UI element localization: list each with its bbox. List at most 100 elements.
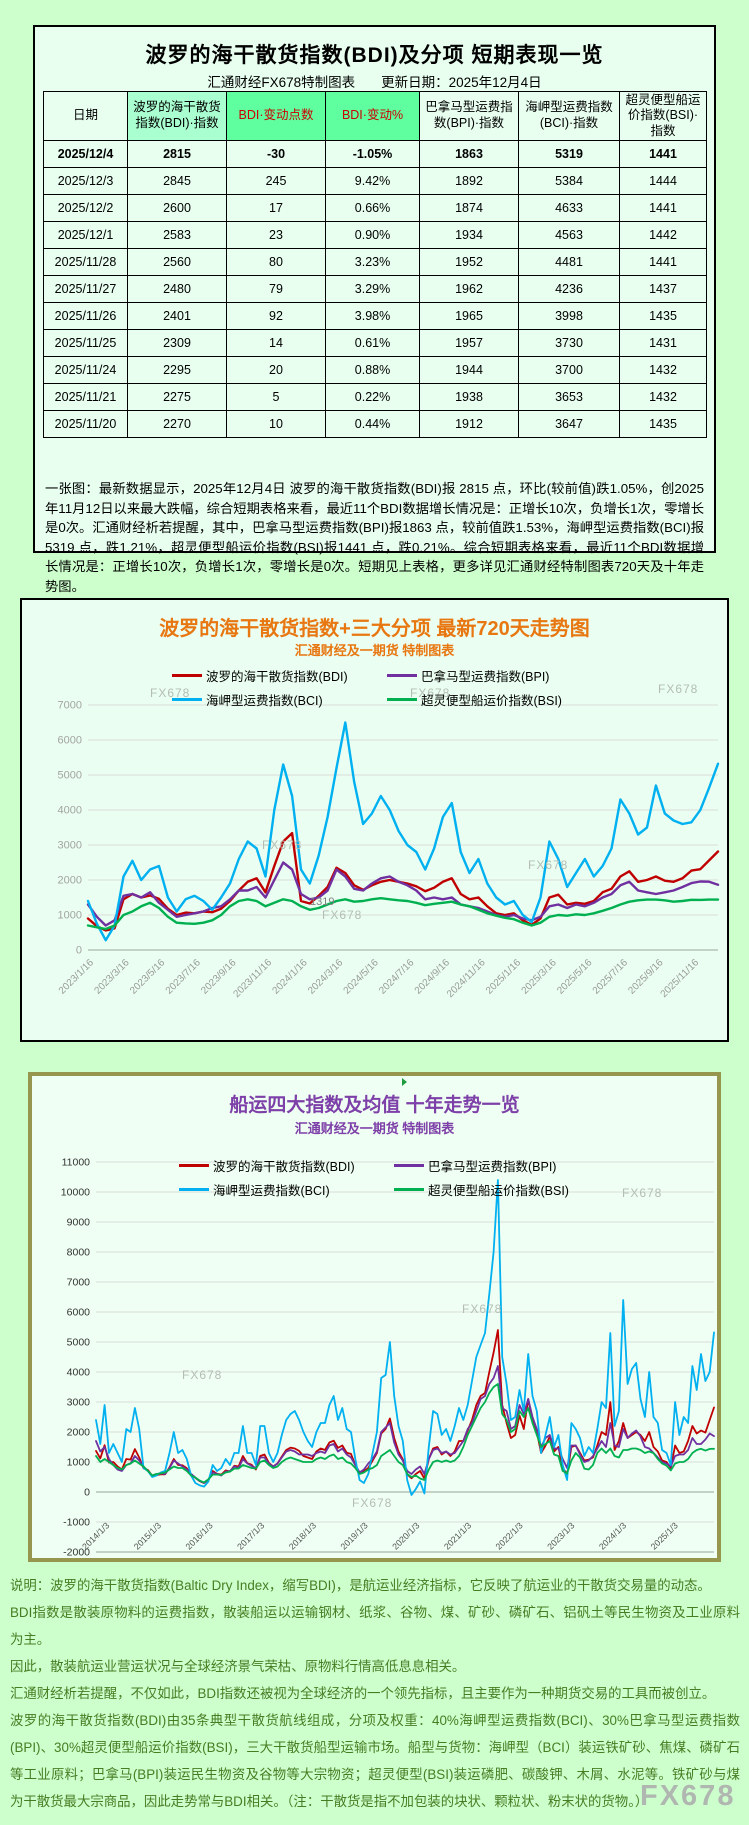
table-cell: 3647 [518, 410, 620, 438]
svg-text:4000: 4000 [58, 805, 82, 817]
svg-text:-2000: -2000 [63, 1547, 90, 1559]
table-cell: 1912 [419, 410, 519, 438]
fx678-watermark: FX678 [322, 908, 363, 922]
chart-10year-panel: -2000 -1000 0 1000 2000 3000 4000 5000 6000 7000 8… [28, 1072, 721, 1562]
table-cell: 3998 [518, 302, 620, 330]
svg-text:2018/1/3: 2018/1/3 [287, 1520, 318, 1551]
svg-text:3000: 3000 [58, 840, 82, 852]
table-cell: 3.29% [325, 275, 420, 303]
table-cell: 0.90% [325, 221, 420, 249]
table-cell: 1957 [419, 329, 519, 357]
table-cell: 2480 [127, 275, 227, 303]
table-cell: 2025/11/25 [43, 329, 128, 357]
table-panel-subtitle: 汇通财经FX678特制图表 更新日期：2025年12月4日 [35, 71, 714, 91]
column-header: 日期 [43, 91, 128, 141]
table-cell: 5319 [518, 140, 620, 168]
table-row: 2025/12/2 2600 17 0.66% 1874 4633 1441 [43, 194, 707, 222]
data-label: 1319 [310, 896, 335, 908]
table-cell: 2600 [127, 194, 227, 222]
explanation-text: 说明：波罗的海干散货指数(Baltic Dry Index，缩写BDI)，是航运… [10, 1572, 740, 1815]
svg-text:2023/1/3: 2023/1/3 [545, 1520, 576, 1551]
table-cell: 1441 [619, 248, 707, 276]
table-cell: 3730 [518, 329, 620, 357]
table-cell: 2309 [127, 329, 227, 357]
table-cell: 1441 [619, 194, 707, 222]
svg-text:2025/5/16: 2025/5/16 [555, 957, 595, 997]
table-cell: 2401 [127, 302, 227, 330]
table-cell: 2025/12/4 [43, 140, 128, 168]
table-panel-title: 波罗的海干散货指数(BDI)及分项 短期表现一览 [145, 44, 604, 67]
fx678-watermark: FX678 [352, 1496, 393, 1510]
table-row: 2025/12/1 2583 23 0.90% 1934 4563 1442 [43, 221, 707, 249]
svg-text:2024/1/3: 2024/1/3 [597, 1520, 628, 1551]
fx678-watermark: FX678 [462, 1302, 503, 1316]
table-cell: 4236 [518, 275, 620, 303]
table-cell: 1874 [419, 194, 519, 222]
legend-line-icon [387, 673, 417, 678]
legend-item: 波罗的海干散货指数(BDI) [172, 666, 387, 685]
legend-item: 巴拿马型运费指数(BPI) [394, 1156, 569, 1175]
table-cell: 4633 [518, 194, 620, 222]
legend-line-icon [172, 673, 202, 678]
svg-text:8000: 8000 [67, 1247, 91, 1259]
table-cell: 1444 [619, 167, 707, 195]
table-cell: 1441 [619, 140, 707, 168]
table-cell: 10 [226, 410, 326, 438]
legend-label: 超灵便型船运价指数(BSI) [421, 694, 562, 708]
table-cell: 2025/11/26 [43, 302, 128, 330]
svg-text:1000: 1000 [67, 1457, 91, 1469]
table-row: 2025/11/21 2275 5 0.22% 1938 3653 1432 [43, 383, 707, 411]
table-cell: 5 [226, 383, 326, 411]
table-row: 2025/11/26 2401 92 3.98% 1965 3998 1435 [43, 302, 707, 330]
table-cell: 5384 [518, 167, 620, 195]
table-row: 2025/12/3 2845 245 9.42% 1892 5384 1444 [43, 167, 707, 195]
table-cell: 0.44% [325, 410, 420, 438]
svg-text:2023/1/16: 2023/1/16 [57, 957, 97, 997]
table-cell: 23 [226, 221, 326, 249]
svg-text:6000: 6000 [58, 735, 82, 747]
svg-text:2015/1/3: 2015/1/3 [132, 1520, 163, 1551]
table-cell: 1892 [419, 167, 519, 195]
svg-text:2023/11/16: 2023/11/16 [231, 957, 274, 1000]
legend-item: 海岬型运费指数(BCI) [179, 1180, 394, 1199]
svg-text:1000: 1000 [58, 910, 82, 922]
update-date-label: 更新日期：2025年12月4日 [381, 75, 542, 90]
svg-text:2025/3/16: 2025/3/16 [520, 957, 560, 997]
svg-text:2019/1/3: 2019/1/3 [339, 1520, 370, 1551]
svg-text:2022/1/3: 2022/1/3 [494, 1520, 525, 1551]
svg-text:6000: 6000 [67, 1307, 91, 1319]
svg-text:2023/5/16: 2023/5/16 [128, 957, 168, 997]
legend-label: 海岬型运费指数(BCI) [206, 694, 323, 708]
table-cell: 2025/12/3 [43, 167, 128, 195]
table-cell: 17 [226, 194, 326, 222]
table-cell: 3.23% [325, 248, 420, 276]
fx678-watermark: FX678 [622, 1186, 663, 1200]
chart1-subtitle: 汇通财经及一期货 特制图表 [294, 643, 455, 658]
table-cell: 2025/11/20 [43, 410, 128, 438]
table-cell: 2025/11/27 [43, 275, 128, 303]
table-row: 2025/11/24 2295 20 0.88% 1944 3700 1432 [43, 356, 707, 384]
svg-text:3000: 3000 [67, 1397, 91, 1409]
legend-line-icon [394, 1163, 424, 1168]
bdi-table-header-row: 日期 波罗的海干散货指数(BDI)·指数 BDI·变动点数 BDI·变动% 巴拿马型运费… [43, 91, 707, 141]
table-cell: 2845 [127, 167, 227, 195]
column-header: 海岬型运费指数(BCI)·指数 [518, 91, 620, 141]
fx678-watermark: FX678 [262, 838, 303, 852]
summary-note: 一张图：最新数据显示，2025年12月4日 波罗的海干散货指数(BDI)报 28… [45, 481, 704, 594]
table-cell: 2025/12/1 [43, 221, 128, 249]
table-cell: -1.05% [325, 140, 420, 168]
legend-label: 巴拿马型运费指数(BPI) [428, 1160, 557, 1174]
table-row: 2025/12/4 2815 -30 -1.05% 1863 5319 1441 [43, 140, 707, 168]
table-cell: 2560 [127, 248, 227, 276]
explanation-line: BDI指数是散装原物料的运费指数，散装船运以运输钢材、纸浆、谷物、煤、矿砂、磷矿… [10, 1605, 740, 1647]
fx678-watermark: FX678 [528, 858, 569, 872]
table-cell: 2025/11/24 [43, 356, 128, 384]
table-cell: 0.22% [325, 383, 420, 411]
column-header: 波罗的海干散货指数(BDI)·指数 [127, 91, 227, 141]
column-header: BDI·变动点数 [226, 91, 326, 141]
svg-text:2000: 2000 [58, 875, 82, 887]
table-cell: 92 [226, 302, 326, 330]
explanation-line: 汇通财经析若提醒，不仅如此，BDI指数还被视为全球经济的一个领先指标，且主要作为… [10, 1686, 716, 1701]
svg-text:2020/1/3: 2020/1/3 [390, 1520, 421, 1551]
chart2-subtitle: 汇通财经及一期货 特制图表 [294, 1121, 455, 1136]
